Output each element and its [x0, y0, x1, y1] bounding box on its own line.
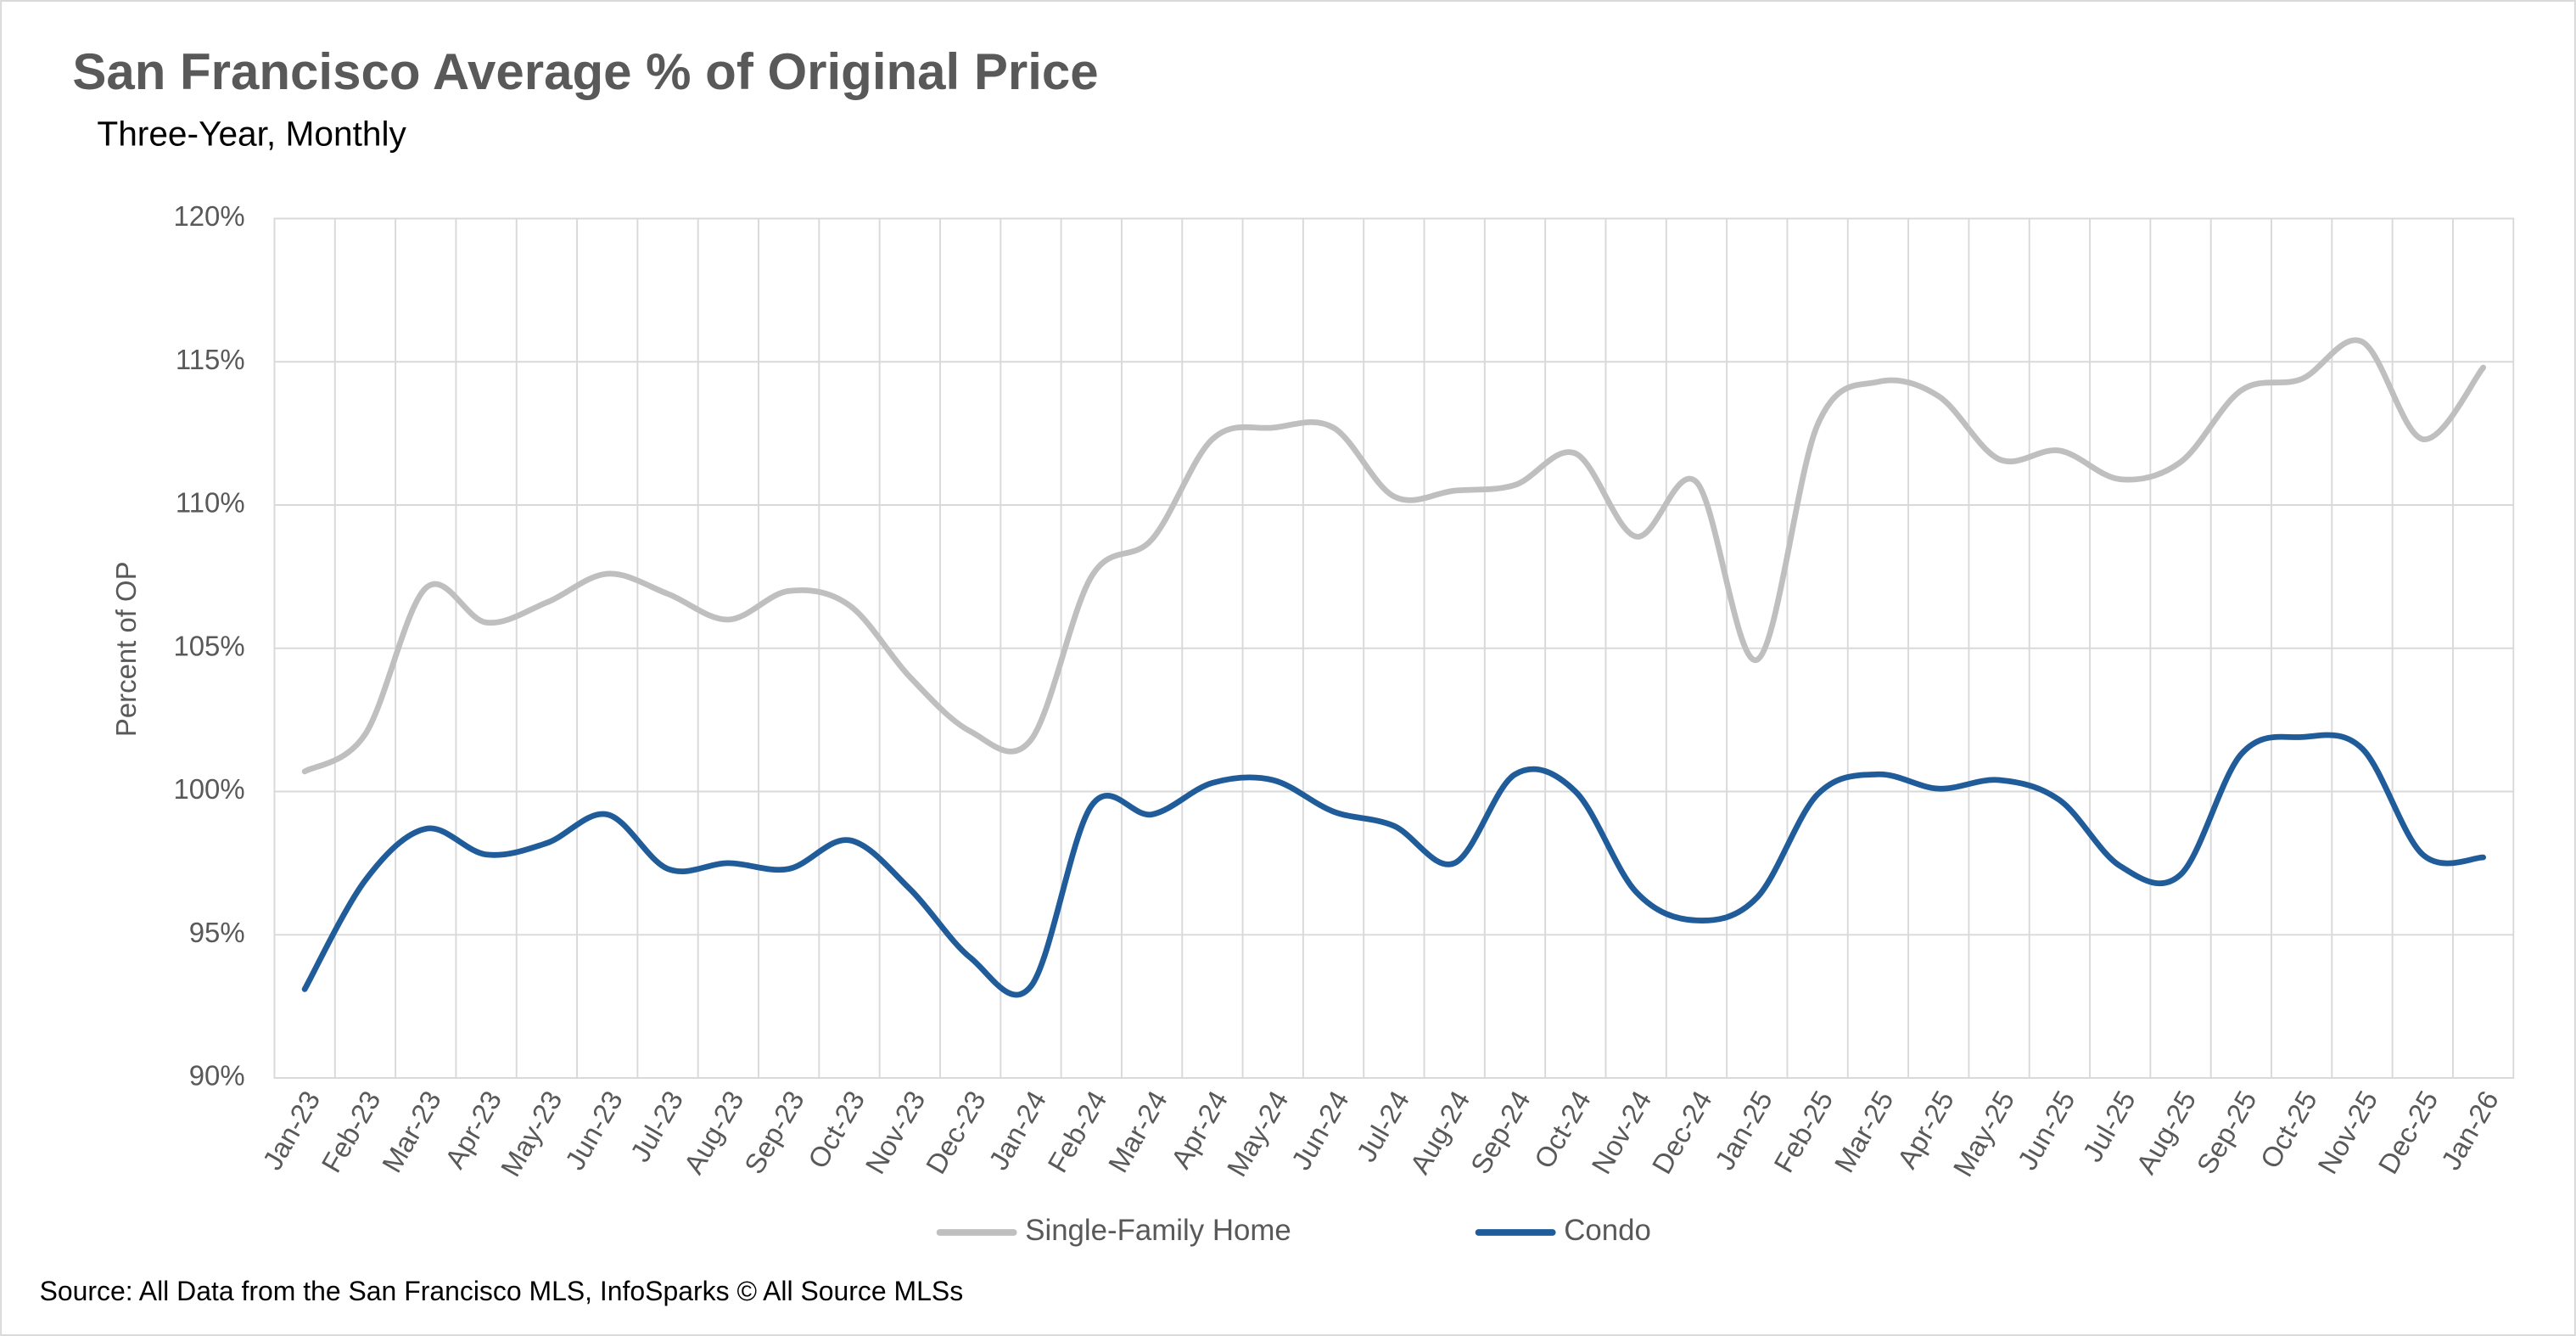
y-tick-label: 115% — [176, 344, 245, 375]
series-line — [301, 732, 2487, 998]
y-tick-label: 90% — [189, 1060, 245, 1092]
y-tick-label: 100% — [173, 773, 244, 805]
legend-label: Condo — [1564, 1214, 1651, 1247]
y-tick-label: 105% — [173, 630, 244, 661]
plot-border — [273, 217, 2515, 1080]
source-note: Source: All Data from the San Francisco … — [40, 1276, 964, 1306]
y-tick-label: 95% — [189, 917, 245, 948]
y-axis-title: Percent of OP — [110, 561, 142, 737]
chart-title: San Francisco Average % of Original Pric… — [72, 43, 1098, 100]
chart-subtitle: Three-Year, Monthly — [97, 114, 406, 153]
legend-label: Single-Family Home — [1025, 1214, 1291, 1247]
y-tick-label: 120% — [173, 200, 244, 232]
series-line — [301, 337, 2487, 775]
y-tick-label: 110% — [176, 487, 245, 519]
